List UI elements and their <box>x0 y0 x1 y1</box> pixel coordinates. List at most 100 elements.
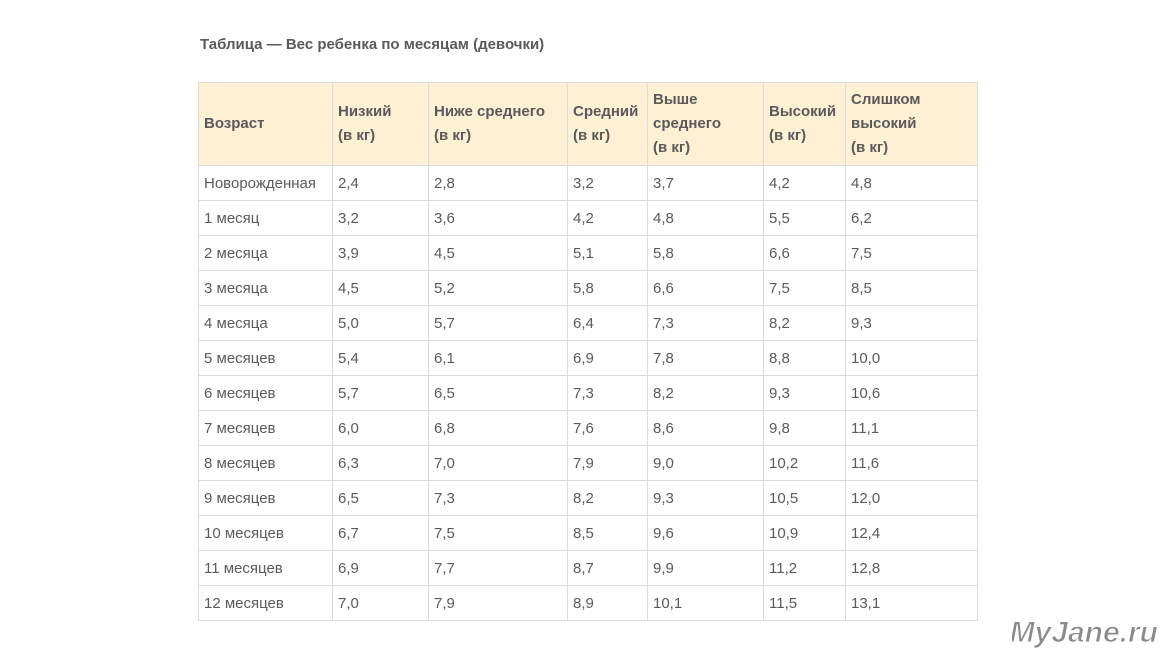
weight-cell: 11,5 <box>763 585 846 621</box>
weight-cell: 8,7 <box>567 550 648 586</box>
weight-cell: 9,3 <box>845 305 978 341</box>
weight-cell: 8,5 <box>567 515 648 551</box>
watermark-text: MyJane.ru <box>1012 616 1158 649</box>
weight-cell: 10,5 <box>763 480 846 516</box>
weight-cell: 6,6 <box>647 270 764 306</box>
weight-cell: 4,2 <box>567 200 648 236</box>
weight-cell: 10,6 <box>845 375 978 411</box>
weight-cell: 8,2 <box>763 305 846 341</box>
weight-cell: 7,9 <box>567 445 648 481</box>
weight-cell: 3,2 <box>332 200 429 236</box>
age-cell: 6 месяцев <box>198 375 333 411</box>
weight-cell: 9,6 <box>647 515 764 551</box>
weight-cell: 6,6 <box>763 235 846 271</box>
weight-cell: 9,8 <box>763 410 846 446</box>
table-caption: Таблица — Вес ребенка по месяцам (девочк… <box>200 36 545 53</box>
weight-cell: 6,7 <box>332 515 429 551</box>
weight-cell: 9,3 <box>763 375 846 411</box>
column-header-line: (в кг) <box>338 127 376 144</box>
table-row: 12 месяцев 7,0 7,9 8,9 10,1 11,5 13,1 <box>198 585 978 621</box>
table-row: 1 месяц 3,2 3,6 4,2 4,8 5,5 6,2 <box>198 200 978 236</box>
age-cell: 8 месяцев <box>198 445 333 481</box>
weight-cell: 7,8 <box>647 340 764 376</box>
column-header-line: (в кг) <box>434 127 472 144</box>
weight-cell: 5,8 <box>567 270 648 306</box>
age-cell: 1 месяц <box>198 200 333 236</box>
header-row: Возраст Низкий (в кг) Ниже среднего (в кг) Ср… <box>198 82 978 166</box>
weight-cell: 6,3 <box>332 445 429 481</box>
weight-cell: 5,1 <box>567 235 648 271</box>
table-row: 10 месяцев 6,7 7,5 8,5 9,6 10,9 12,4 <box>198 515 978 551</box>
weight-cell: 2,4 <box>332 165 429 201</box>
column-header-line: Средний <box>573 103 639 120</box>
column-header-line: Высокий <box>769 103 837 120</box>
table-row: 7 месяцев 6,0 6,8 7,6 8,6 9,8 11,1 <box>198 410 978 446</box>
weight-cell: 12,4 <box>845 515 978 551</box>
column-header-line: (в кг) <box>573 127 611 144</box>
column-header-line: Слишком <box>851 91 921 108</box>
weight-cell: 4,8 <box>647 200 764 236</box>
weight-cell: 8,8 <box>763 340 846 376</box>
weight-cell: 7,9 <box>428 585 568 621</box>
weight-cell: 12,0 <box>845 480 978 516</box>
weight-cell: 11,1 <box>845 410 978 446</box>
weight-cell: 7,0 <box>428 445 568 481</box>
table-row: 8 месяцев 6,3 7,0 7,9 9,0 10,2 11,6 <box>198 445 978 481</box>
weight-cell: 2,8 <box>428 165 568 201</box>
weight-cell: 4,5 <box>428 235 568 271</box>
table-row: 11 месяцев 6,9 7,7 8,7 9,9 11,2 12,8 <box>198 550 978 586</box>
age-cell: 12 месяцев <box>198 585 333 621</box>
weight-cell: 13,1 <box>845 585 978 621</box>
column-header: Возраст <box>198 82 333 166</box>
weight-cell: 7,6 <box>567 410 648 446</box>
weight-cell: 7,5 <box>845 235 978 271</box>
column-header-line: (в кг) <box>653 139 691 156</box>
weight-table: Возраст Низкий (в кг) Ниже среднего (в кг) Ср… <box>198 82 978 621</box>
age-cell: 3 месяца <box>198 270 333 306</box>
weight-cell: 3,2 <box>567 165 648 201</box>
weight-cell: 6,9 <box>567 340 648 376</box>
column-header-line: высокий <box>851 115 917 132</box>
table-row: 9 месяцев 6,5 7,3 8,2 9,3 10,5 12,0 <box>198 480 978 516</box>
weight-cell: 8,5 <box>845 270 978 306</box>
weight-cell: 5,0 <box>332 305 429 341</box>
age-cell: 10 месяцев <box>198 515 333 551</box>
column-header: Высокий (в кг) <box>763 82 846 166</box>
weight-cell: 6,8 <box>428 410 568 446</box>
weight-cell: 6,5 <box>428 375 568 411</box>
weight-cell: 8,2 <box>567 480 648 516</box>
weight-cell: 9,3 <box>647 480 764 516</box>
column-header: Ниже среднего (в кг) <box>428 82 568 166</box>
weight-cell: 10,1 <box>647 585 764 621</box>
weight-cell: 7,7 <box>428 550 568 586</box>
age-cell: 2 месяца <box>198 235 333 271</box>
age-cell: Новорожденная <box>198 165 333 201</box>
table-row: 6 месяцев 5,7 6,5 7,3 8,2 9,3 10,6 <box>198 375 978 411</box>
table-header: Возраст Низкий (в кг) Ниже среднего (в кг) Ср… <box>198 82 978 166</box>
weight-cell: 7,5 <box>763 270 846 306</box>
weight-cell: 5,8 <box>647 235 764 271</box>
weight-cell: 11,6 <box>845 445 978 481</box>
table-row: 3 месяца 4,5 5,2 5,8 6,6 7,5 8,5 <box>198 270 978 306</box>
column-header-line: Ниже среднего <box>434 103 545 120</box>
weight-cell: 4,2 <box>763 165 846 201</box>
weight-cell: 10,0 <box>845 340 978 376</box>
weight-cell: 6,4 <box>567 305 648 341</box>
column-header: Средний (в кг) <box>567 82 648 166</box>
weight-cell: 5,4 <box>332 340 429 376</box>
weight-cell: 3,7 <box>647 165 764 201</box>
table-row: 4 месяца 5,0 5,7 6,4 7,3 8,2 9,3 <box>198 305 978 341</box>
weight-cell: 5,7 <box>428 305 568 341</box>
weight-cell: 6,5 <box>332 480 429 516</box>
weight-cell: 7,3 <box>428 480 568 516</box>
column-header: Низкий (в кг) <box>332 82 429 166</box>
weight-cell: 6,1 <box>428 340 568 376</box>
age-cell: 7 месяцев <box>198 410 333 446</box>
weight-cell: 7,3 <box>647 305 764 341</box>
weight-cell: 3,9 <box>332 235 429 271</box>
weight-cell: 5,7 <box>332 375 429 411</box>
weight-cell: 10,9 <box>763 515 846 551</box>
table-row: 2 месяца 3,9 4,5 5,1 5,8 6,6 7,5 <box>198 235 978 271</box>
table-row: Новорожденная 2,4 2,8 3,2 3,7 4,2 4,8 <box>198 165 978 201</box>
weight-cell: 5,2 <box>428 270 568 306</box>
